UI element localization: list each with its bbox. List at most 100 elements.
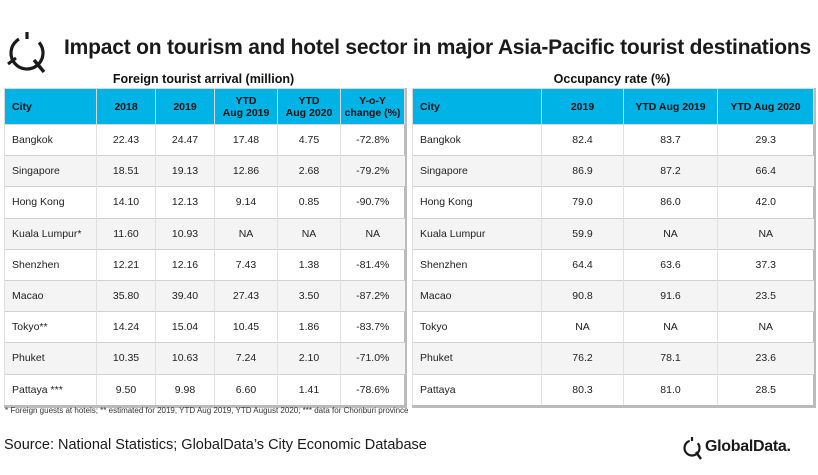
brand-name: GlobalData.	[705, 438, 791, 455]
arrivals-value-cell: 18.51	[96, 155, 156, 187]
occupancy-city-cell: Hong Kong	[412, 186, 542, 219]
arrivals-value-cell: 12.86	[214, 155, 278, 187]
arrivals-city-cell: Kuala Lumpur*	[4, 217, 97, 250]
table-row: Shenzhen 64.4 63.6 37.3	[412, 248, 814, 281]
occupancy-value-cell: 28.5	[717, 373, 814, 406]
table-row: Tokyo** 14.24 15.04 10.45 1.86 -83.7%	[4, 311, 405, 343]
arrivals-value-cell: 3.50	[277, 279, 341, 312]
arrivals-value-cell: -72.8%	[340, 123, 405, 156]
occupancy-value-cell: 79.0	[541, 186, 624, 219]
arrivals-header-cell: YTD Aug 2019	[214, 88, 278, 125]
arrivals-city-cell: Shenzhen	[4, 248, 97, 281]
arrivals-value-cell: 12.16	[155, 248, 215, 281]
arrivals-value-cell: 1.41	[277, 373, 341, 406]
occupancy-table-title: Occupancy rate (%)	[553, 72, 671, 86]
arrivals-value-cell: NA	[277, 217, 341, 250]
arrivals-value-cell: 17.48	[214, 123, 278, 156]
arrivals-table-header-row: City 2018 2019 YTD Aug 2019 YTD Aug 2020 Y-o-Y c…	[4, 88, 405, 125]
arrivals-value-cell: 0.85	[277, 186, 341, 219]
arrivals-value-cell: 1.38	[277, 248, 341, 281]
occupancy-value-cell: 66.4	[717, 155, 814, 187]
arrivals-value-cell: 24.47	[155, 123, 215, 156]
arrivals-header-cell: City	[4, 88, 97, 125]
occupancy-city-cell: Tokyo	[412, 311, 542, 343]
arrivals-value-cell: 6.60	[214, 373, 278, 406]
occupancy-header-cell: YTD Aug 2019	[623, 88, 718, 125]
occupancy-value-cell: 78.1	[623, 342, 718, 374]
arrivals-value-cell: 14.24	[96, 311, 156, 343]
table-row: Shenzhen 12.21 12.16 7.43 1.38 -81.4%	[4, 248, 405, 281]
arrivals-header-cell: Y-o-Y change (%)	[340, 88, 405, 125]
arrivals-value-cell: 1.86	[277, 311, 341, 343]
arrivals-value-cell: 10.45	[214, 311, 278, 343]
arrivals-value-cell: -81.4%	[340, 248, 405, 281]
occupancy-table-body: Bangkok 82.4 83.7 29.3 Singapore 86.9 87.2 66.4…	[412, 123, 814, 406]
arrivals-value-cell: 39.40	[155, 279, 215, 312]
occupancy-city-cell: Pattaya	[412, 373, 542, 406]
arrivals-value-cell: 12.21	[96, 248, 156, 281]
occupancy-value-cell: 63.6	[623, 248, 718, 281]
occupancy-table-header-row: City 2019 YTD Aug 2019 YTD Aug 2020	[412, 88, 814, 125]
globaldata-logo-icon	[7, 32, 46, 74]
occupancy-header-cell: 2019	[541, 88, 624, 125]
occupancy-value-cell: 87.2	[623, 155, 718, 187]
occupancy-value-cell: NA	[623, 311, 718, 343]
arrivals-city-cell: Hong Kong	[4, 186, 97, 219]
occupancy-city-cell: Macao	[412, 279, 542, 312]
occupancy-value-cell: 29.3	[717, 123, 814, 156]
arrivals-value-cell: 19.13	[155, 155, 215, 187]
table-row: Hong Kong 14.10 12.13 9.14 0.85 -90.7%	[4, 186, 405, 219]
arrivals-value-cell: -90.7%	[340, 186, 405, 219]
arrivals-city-cell: Bangkok	[4, 123, 97, 156]
occupancy-value-cell: 59.9	[541, 217, 624, 250]
table-row: Phuket 76.2 78.1 23.6	[412, 342, 814, 374]
arrivals-value-cell: -78.6%	[340, 373, 405, 406]
occupancy-value-cell: 91.6	[623, 279, 718, 312]
occupancy-city-cell: Singapore	[412, 155, 542, 187]
arrivals-table-panel: City 2018 2019 YTD Aug 2019 YTD Aug 2020 Y-o-Y c…	[4, 88, 407, 409]
table-row: Hong Kong 79.0 86.0 42.0	[412, 186, 814, 219]
occupancy-value-cell: NA	[717, 217, 814, 250]
arrivals-value-cell: 11.60	[96, 217, 156, 250]
occupancy-value-cell: NA	[623, 217, 718, 250]
table-row: Macao 90.8 91.6 23.5	[412, 279, 814, 312]
table-row: Kuala Lumpur 59.9 NA NA	[412, 217, 814, 250]
arrivals-city-cell: Macao	[4, 279, 97, 312]
arrivals-value-cell: 27.43	[214, 279, 278, 312]
arrivals-city-cell: Tokyo**	[4, 311, 97, 343]
occupancy-value-cell: 80.3	[541, 373, 624, 406]
arrivals-table-body: Bangkok 22.43 24.47 17.48 4.75 -72.8% Singapor…	[4, 123, 405, 406]
occupancy-header-cell: City	[412, 88, 542, 125]
occupancy-value-cell: 90.8	[541, 279, 624, 312]
occupancy-city-cell: Phuket	[412, 342, 542, 374]
arrivals-value-cell: 14.10	[96, 186, 156, 219]
occupancy-value-cell: 42.0	[717, 186, 814, 219]
arrivals-value-cell: NA	[214, 217, 278, 250]
table-row: Pattaya *** 9.50 9.98 6.60 1.41 -78.6%	[4, 373, 405, 406]
table-row: Macao 35.80 39.40 27.43 3.50 -87.2%	[4, 279, 405, 312]
arrivals-value-cell: 7.43	[214, 248, 278, 281]
arrivals-header-cell: YTD Aug 2020	[277, 88, 341, 125]
arrivals-value-cell: -71.0%	[340, 342, 405, 374]
occupancy-table: City 2019 YTD Aug 2019 YTD Aug 2020 Bangkok…	[412, 88, 814, 406]
arrivals-table-title: Foreign tourist arrival (million)	[112, 72, 295, 86]
occupancy-city-cell: Bangkok	[412, 123, 542, 156]
arrivals-city-cell: Singapore	[4, 155, 97, 187]
arrivals-value-cell: 9.50	[96, 373, 156, 406]
footnote: * Foreign guests at hotels; ** estimated…	[5, 406, 409, 415]
table-row: Bangkok 82.4 83.7 29.3	[412, 123, 814, 156]
arrivals-value-cell: 10.93	[155, 217, 215, 250]
occupancy-value-cell: 86.9	[541, 155, 624, 187]
table-row: Bangkok 22.43 24.47 17.48 4.75 -72.8%	[4, 123, 405, 156]
arrivals-value-cell: 35.80	[96, 279, 156, 312]
occupancy-value-cell: 81.0	[623, 373, 718, 406]
arrivals-header-cell: 2018	[96, 88, 156, 125]
chart-title: Impact on tourism and hotel sector in ma…	[64, 36, 811, 59]
arrivals-value-cell: 2.68	[277, 155, 341, 187]
occupancy-value-cell: 82.4	[541, 123, 624, 156]
arrivals-value-cell: 9.98	[155, 373, 215, 406]
arrivals-city-cell: Pattaya ***	[4, 373, 97, 406]
arrivals-header-cell: 2019	[155, 88, 215, 125]
globaldata-brand-icon	[683, 437, 702, 460]
arrivals-value-cell: NA	[340, 217, 405, 250]
